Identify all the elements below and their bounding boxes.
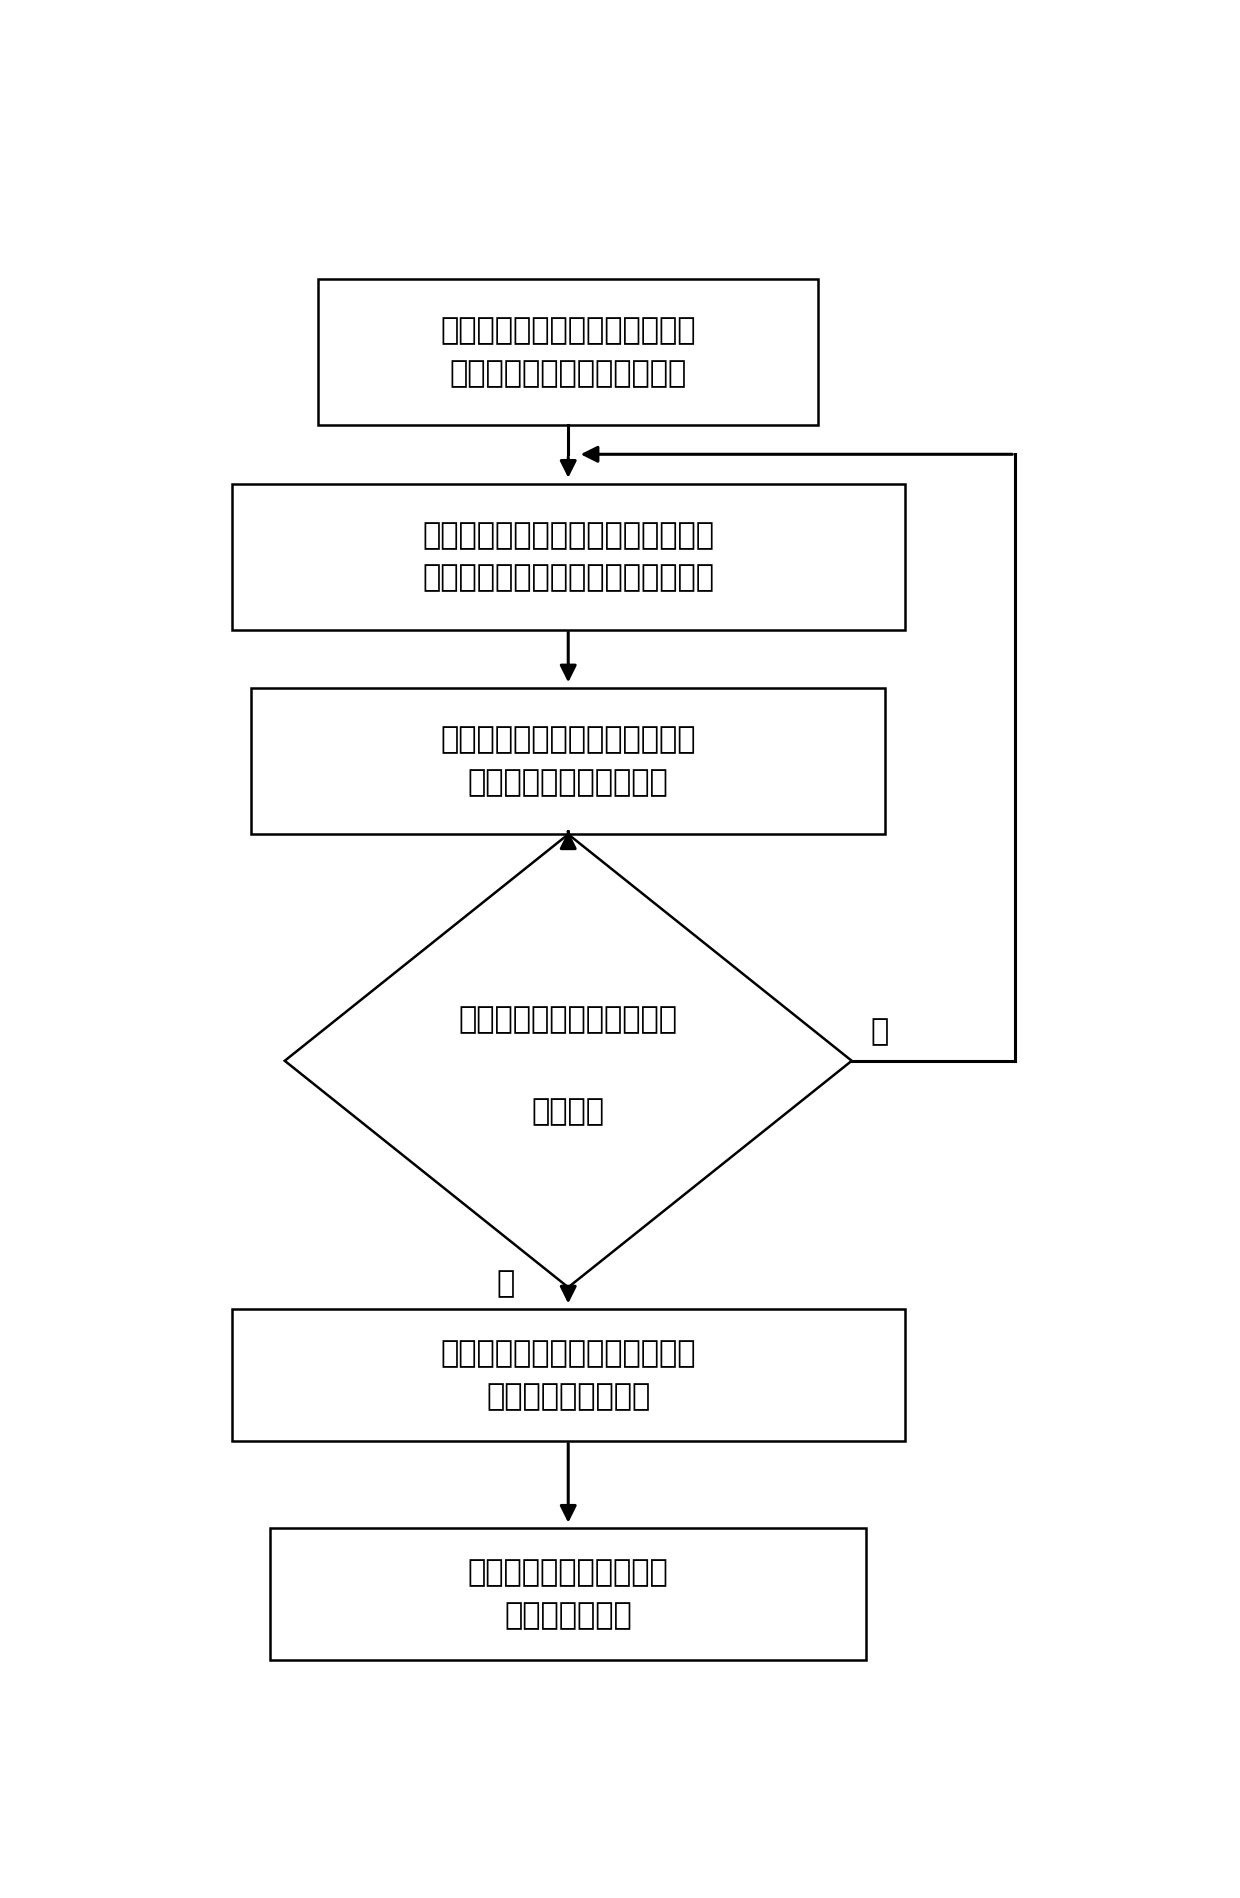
Polygon shape bbox=[285, 835, 852, 1287]
FancyBboxPatch shape bbox=[250, 689, 885, 835]
FancyBboxPatch shape bbox=[270, 1528, 866, 1661]
Text: 满足要求: 满足要求 bbox=[532, 1097, 605, 1126]
Text: 是: 是 bbox=[497, 1270, 515, 1298]
FancyBboxPatch shape bbox=[319, 279, 818, 425]
FancyBboxPatch shape bbox=[232, 484, 905, 630]
Text: 比较所有双偏置量匹配所对应的
降交点地方时漂移量: 比较所有双偏置量匹配所对应的 降交点地方时漂移量 bbox=[440, 1340, 696, 1410]
Text: 给定太阳同步轨道的标称高度、
标称降交点地方时和设计寿命: 给定太阳同步轨道的标称高度、 标称降交点地方时和设计寿命 bbox=[440, 317, 696, 387]
Text: 最佳双偏置量匹配结果输
出作为入轨参数: 最佳双偏置量匹配结果输 出作为入轨参数 bbox=[467, 1558, 668, 1630]
Text: 否: 否 bbox=[870, 1017, 889, 1046]
Text: 初始降交点地方时漂移精度: 初始降交点地方时漂移精度 bbox=[459, 1006, 678, 1034]
Text: 根据标称降交点地方时所属范围选择
初始倾角和降交点地方时的收敛方向: 根据标称降交点地方时所属范围选择 初始倾角和降交点地方时的收敛方向 bbox=[423, 520, 714, 592]
FancyBboxPatch shape bbox=[232, 1310, 905, 1441]
Text: 计算指定初始降交点地方时偏置
量对应的最佳倾角偏置量: 计算指定初始降交点地方时偏置 量对应的最佳倾角偏置量 bbox=[440, 725, 696, 797]
